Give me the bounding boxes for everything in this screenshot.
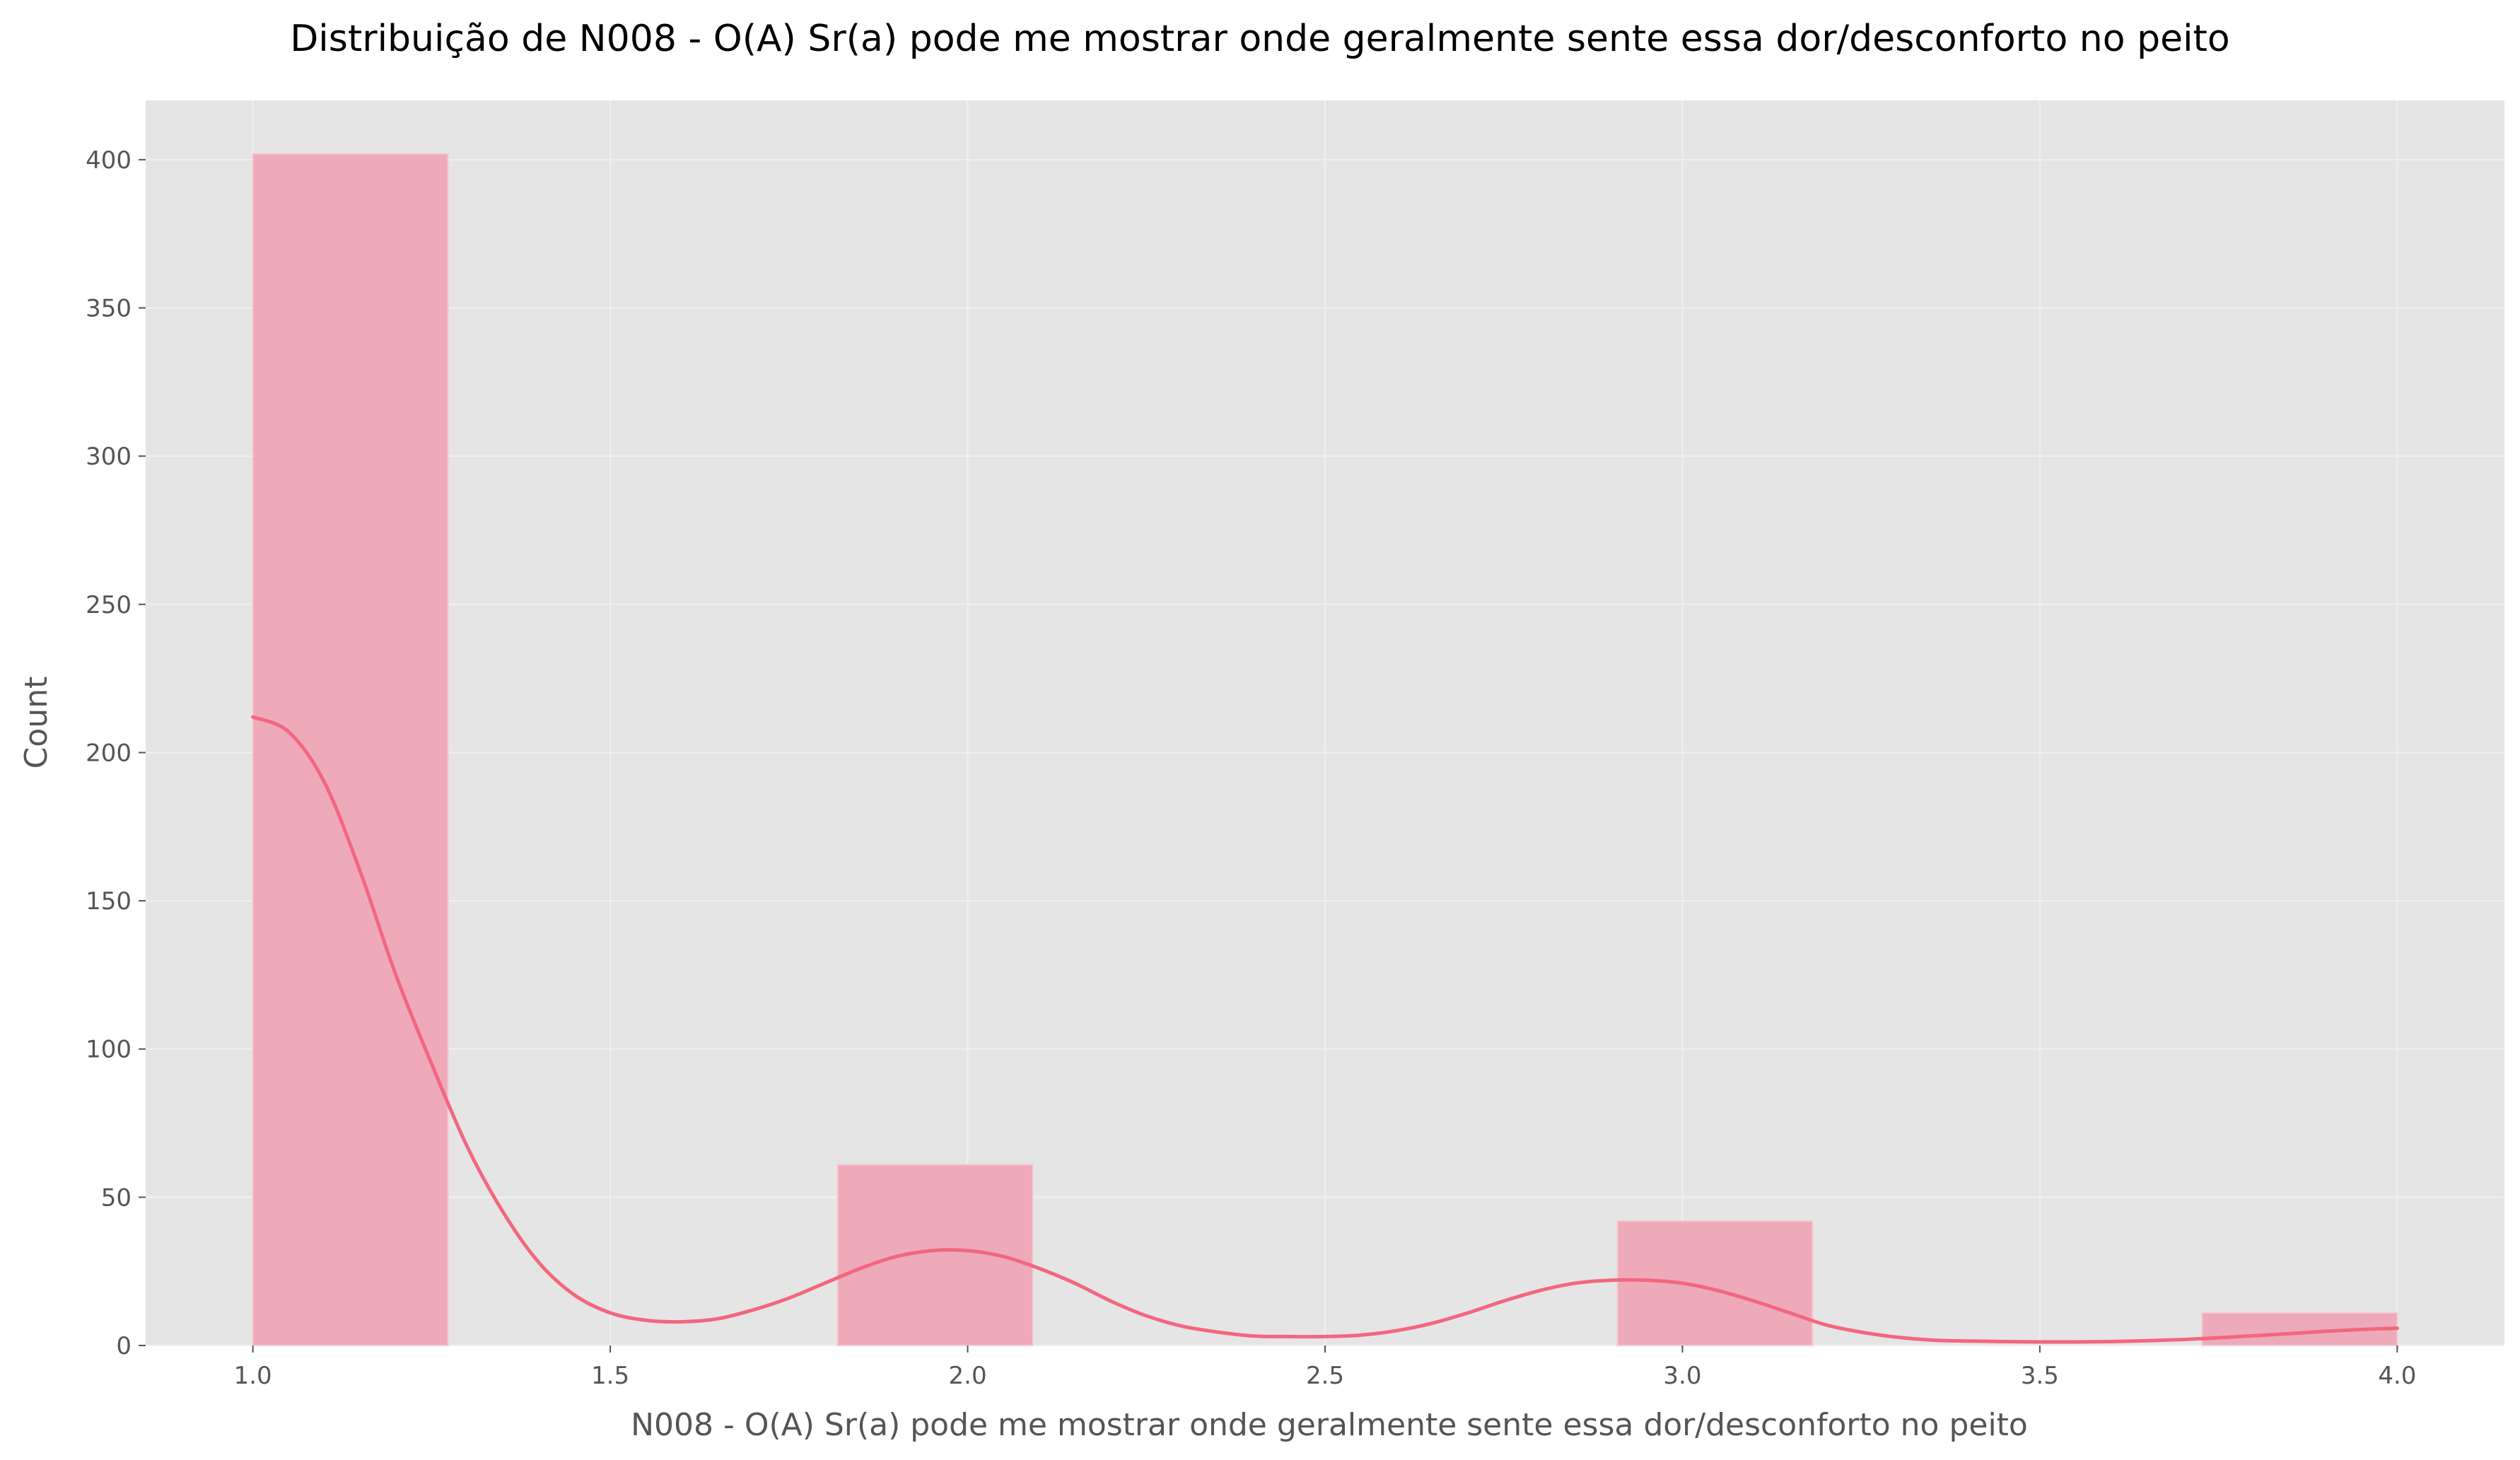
y-axis-label: Count <box>18 677 54 769</box>
chart-title: Distribuição de N008 - O(A) Sr(a) pode m… <box>290 18 2229 60</box>
axes: 1.0 1.5 2.0 2.5 3.0 3.5 4.0 0 50 100 150 200 250 300 3… <box>86 146 2416 1390</box>
y-tick-label: 150 <box>86 887 132 916</box>
x-tick-label: 3.5 <box>2021 1362 2059 1390</box>
x-axis-label: N008 - O(A) Sr(a) pode me mostrar onde g… <box>631 1407 2028 1443</box>
y-tick-label: 200 <box>86 739 132 767</box>
x-tick-label: 2.0 <box>949 1362 987 1390</box>
x-tick-label: 3.0 <box>1663 1362 1701 1390</box>
y-tick-label: 350 <box>86 295 132 323</box>
gridlines <box>146 100 2504 1346</box>
kde-curve <box>251 715 2399 1344</box>
x-tick-label: 1.0 <box>234 1362 272 1390</box>
y-tick-label: 0 <box>116 1332 132 1360</box>
y-tick-label: 300 <box>86 443 132 471</box>
y-tick-label: 100 <box>86 1036 132 1064</box>
y-tick-label: 50 <box>101 1184 132 1212</box>
y-tick-label: 250 <box>86 591 132 619</box>
kde-curve-group <box>251 715 2399 1344</box>
y-tick-label: 400 <box>86 146 132 175</box>
x-tick-label: 4.0 <box>2378 1362 2416 1390</box>
histogram-bars <box>252 153 2398 1347</box>
histogram-bar <box>1616 1220 1814 1347</box>
x-tick-label: 2.5 <box>1306 1362 1344 1390</box>
x-tick-label: 1.5 <box>591 1362 629 1390</box>
histogram-bar <box>252 153 449 1346</box>
